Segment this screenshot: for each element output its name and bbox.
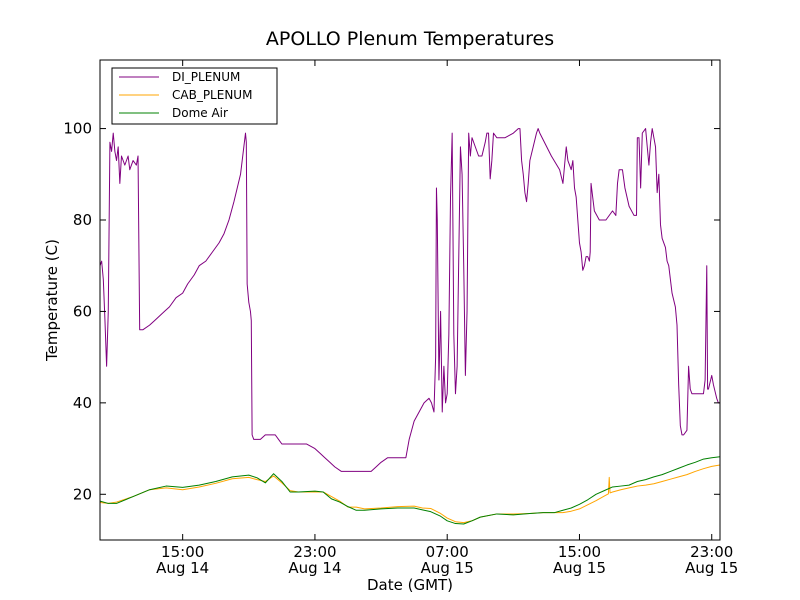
legend: DI_PLENUM CAB_PLENUM Dome Air (111, 67, 278, 125)
x-tick-label: Aug 15 (421, 559, 474, 577)
x-tick-label: Aug 14 (288, 559, 341, 577)
y-tick-label: 60 (73, 302, 92, 320)
chart-title: APOLLO Plenum Temperatures (266, 28, 554, 50)
x-tick-label: Aug 14 (156, 559, 209, 577)
series-line-cab-plenum (100, 464, 720, 524)
x-tick-label: 15:00 (161, 543, 204, 561)
plot-frame (99, 59, 721, 541)
series-line-dome-air (100, 456, 720, 525)
y-tick-label: 100 (63, 120, 92, 138)
series-line-di-plenum (100, 128, 720, 472)
x-tick-label: Aug 15 (685, 559, 738, 577)
legend-label-dome-air: Dome Air (172, 106, 228, 120)
x-tick-label: Aug 15 (553, 559, 606, 577)
x-tick-label: 23:00 (690, 543, 733, 561)
x-tick-label: 15:00 (558, 543, 601, 561)
legend-label-di-plenum: DI_PLENUM (172, 70, 240, 84)
x-tick-label: 23:00 (293, 543, 336, 561)
x-axis-label: Date (GMT) (367, 576, 453, 594)
legend-label-cab-plenum: CAB_PLENUM (172, 88, 252, 102)
y-tick-label: 40 (73, 394, 92, 412)
y-axis-label: Temperature (C) (43, 239, 61, 362)
x-tick-label: 07:00 (426, 543, 469, 561)
y-tick-label: 20 (73, 485, 92, 503)
y-tick-label: 80 (73, 211, 92, 229)
series-layer (100, 128, 720, 525)
